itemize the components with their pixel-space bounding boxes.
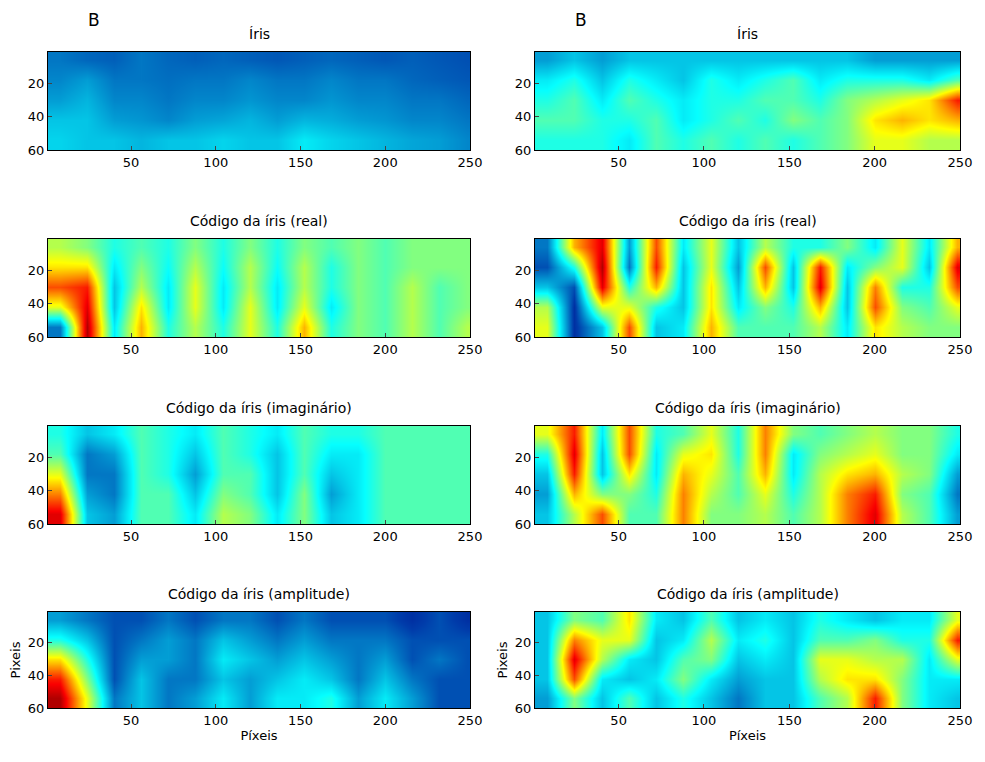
svg-text:250: 250 <box>458 342 483 357</box>
svg-text:50: 50 <box>610 155 627 170</box>
svg-text:50: 50 <box>123 713 140 728</box>
svg-text:200: 200 <box>373 529 398 544</box>
svg-text:40: 40 <box>28 296 45 311</box>
svg-text:250: 250 <box>458 529 483 544</box>
svg-text:200: 200 <box>862 155 887 170</box>
svg-text:200: 200 <box>862 529 887 544</box>
svg-text:100: 100 <box>203 342 228 357</box>
svg-text:20: 20 <box>515 450 532 465</box>
svg-text:200: 200 <box>862 713 887 728</box>
svg-text:200: 200 <box>373 342 398 357</box>
svg-text:20: 20 <box>515 263 532 278</box>
svg-text:150: 150 <box>288 342 313 357</box>
svg-text:100: 100 <box>692 342 717 357</box>
svg-text:Código da íris (imaginário): Código da íris (imaginário) <box>655 400 841 416</box>
svg-text:40: 40 <box>28 483 45 498</box>
svg-text:40: 40 <box>515 296 532 311</box>
svg-text:Píxeis: Píxeis <box>240 728 277 743</box>
svg-text:40: 40 <box>515 109 532 124</box>
svg-text:60: 60 <box>28 517 45 532</box>
svg-text:50: 50 <box>123 342 140 357</box>
svg-text:200: 200 <box>373 155 398 170</box>
svg-text:B: B <box>88 10 100 30</box>
svg-text:100: 100 <box>692 713 717 728</box>
svg-text:60: 60 <box>515 143 532 158</box>
svg-text:20: 20 <box>28 450 45 465</box>
svg-text:Código da íris (imaginário): Código da íris (imaginário) <box>166 400 352 416</box>
svg-text:40: 40 <box>28 668 45 683</box>
svg-text:60: 60 <box>28 701 45 716</box>
svg-text:200: 200 <box>373 713 398 728</box>
svg-text:150: 150 <box>777 713 802 728</box>
svg-text:Pixeis: Pixeis <box>8 641 23 678</box>
svg-text:Pixeis: Pixeis <box>495 641 510 678</box>
svg-text:40: 40 <box>515 483 532 498</box>
svg-text:60: 60 <box>515 701 532 716</box>
svg-text:20: 20 <box>515 635 532 650</box>
svg-text:Código da íris (amplitude): Código da íris (amplitude) <box>168 586 350 602</box>
svg-text:60: 60 <box>28 143 45 158</box>
svg-text:250: 250 <box>948 529 973 544</box>
svg-text:Código da íris (amplitude): Código da íris (amplitude) <box>657 586 839 602</box>
svg-text:60: 60 <box>28 330 45 345</box>
svg-text:100: 100 <box>203 155 228 170</box>
svg-text:Código da íris (real): Código da íris (real) <box>679 213 817 229</box>
svg-text:Píxeis: Píxeis <box>729 728 766 743</box>
svg-text:40: 40 <box>515 668 532 683</box>
svg-text:Íris: Íris <box>249 26 270 42</box>
svg-text:20: 20 <box>28 263 45 278</box>
svg-text:50: 50 <box>123 529 140 544</box>
svg-text:200: 200 <box>862 342 887 357</box>
svg-text:20: 20 <box>28 635 45 650</box>
svg-text:250: 250 <box>948 155 973 170</box>
svg-text:20: 20 <box>28 76 45 91</box>
svg-text:20: 20 <box>515 76 532 91</box>
svg-text:50: 50 <box>610 529 627 544</box>
svg-text:100: 100 <box>203 529 228 544</box>
svg-text:100: 100 <box>203 713 228 728</box>
svg-text:150: 150 <box>288 529 313 544</box>
svg-text:50: 50 <box>610 342 627 357</box>
svg-text:40: 40 <box>28 109 45 124</box>
svg-text:150: 150 <box>777 342 802 357</box>
svg-text:Código da íris (real): Código da íris (real) <box>190 213 328 229</box>
svg-text:250: 250 <box>948 713 973 728</box>
svg-text:250: 250 <box>458 155 483 170</box>
svg-text:150: 150 <box>288 713 313 728</box>
svg-text:150: 150 <box>777 529 802 544</box>
svg-text:60: 60 <box>515 330 532 345</box>
svg-text:100: 100 <box>692 155 717 170</box>
svg-text:150: 150 <box>777 155 802 170</box>
svg-text:B: B <box>575 10 587 30</box>
svg-text:50: 50 <box>610 713 627 728</box>
svg-text:250: 250 <box>948 342 973 357</box>
svg-text:50: 50 <box>123 155 140 170</box>
svg-text:150: 150 <box>288 155 313 170</box>
svg-text:60: 60 <box>515 517 532 532</box>
svg-text:100: 100 <box>692 529 717 544</box>
svg-text:Íris: Íris <box>737 26 758 42</box>
svg-text:250: 250 <box>458 713 483 728</box>
